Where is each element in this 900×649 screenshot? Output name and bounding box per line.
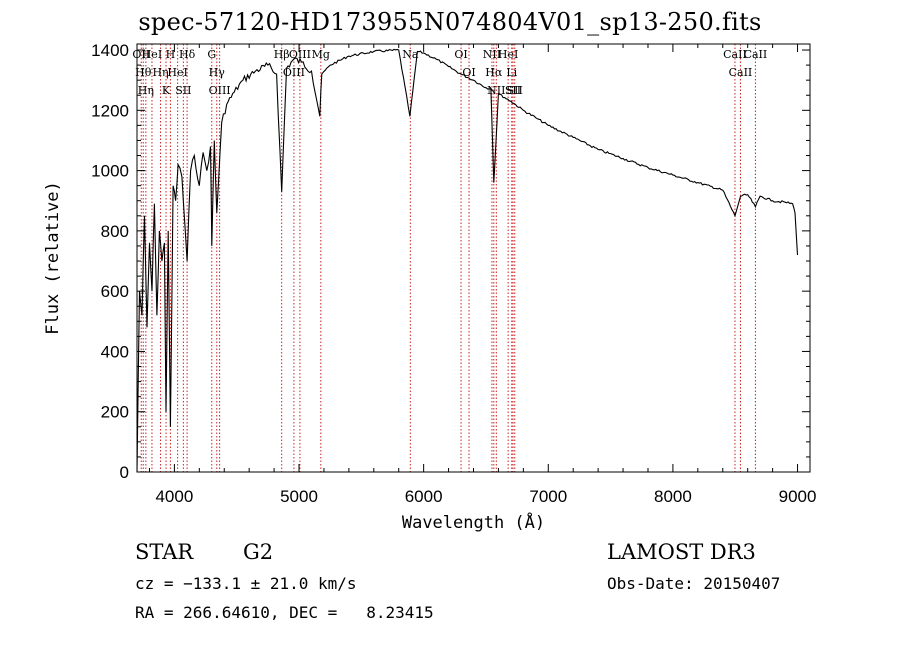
line-marker-label-27: CaII (723, 48, 747, 61)
coordinates: RA = 266.64610, DEC = 8.23415 (135, 603, 434, 622)
line-marker-label-18: OI (454, 48, 467, 61)
line-marker-label-17: Na (402, 48, 419, 61)
y-tick-label-4: 800 (101, 222, 129, 241)
line-marker-label-16: Mg (312, 48, 330, 61)
x-tick-label-5: 9000 (779, 487, 817, 506)
line-markers (140, 44, 756, 472)
y-tick-label-5: 1000 (91, 162, 129, 181)
line-marker-label-5: K (162, 84, 171, 97)
x-tick-label-1: 5000 (280, 487, 318, 506)
line-marker-label-2: Hη (138, 84, 154, 97)
chart-title: spec-57120-HD173955N074804V01_sp13-250.f… (138, 8, 762, 36)
spectrum-line (136, 48, 799, 473)
y-axis-label: Flux (relative) (43, 181, 63, 335)
plot-frame (136, 43, 811, 473)
line-marker-label-28: CaII (729, 66, 753, 79)
x-tick-label-0: 4000 (155, 487, 193, 506)
y-axis-ticks: 0 200 400 600 800 1000 1200 1400 (91, 41, 810, 482)
line-marker-label-22: NII (487, 84, 505, 97)
line-marker-label-25: SII (505, 84, 521, 97)
x-axis-ticks: 4000 5000 6000 7000 8000 9000 (148, 44, 817, 506)
x-tick-label-3: 7000 (529, 487, 567, 506)
y-tick-label-6: 1200 (91, 101, 129, 120)
y-tick-label-2: 400 (101, 342, 129, 361)
object-class: STAR (135, 540, 194, 564)
line-marker-label-8: SII (175, 84, 191, 97)
x-tick-label-4: 8000 (654, 487, 692, 506)
line-marker-label-7: HeI (167, 66, 187, 79)
line-marker-label-3: HeI (142, 48, 162, 61)
line-marker-label-24: Li (506, 66, 517, 79)
observation-date: Obs-Date: 20150407 (607, 574, 781, 593)
line-marker-label-26: SII (507, 84, 523, 97)
y-tick-label-7: 1400 (91, 41, 129, 60)
line-marker-label-10: G (207, 48, 216, 61)
line-marker-label-1: Hθ (135, 66, 152, 79)
line-marker-label-29: CaII (744, 48, 768, 61)
y-tick-label-0: 0 (120, 463, 129, 482)
line-marker-label-6: H (166, 48, 176, 61)
line-marker-label-15: OIII (289, 48, 311, 61)
line-marker-label-14: OIII (283, 66, 305, 79)
line-marker-label-12: OIII (209, 84, 231, 97)
line-marker-label-11: Hγ (209, 66, 226, 79)
line-marker-label-20: NII (483, 48, 501, 61)
line-marker-label-4: Hη (152, 66, 168, 79)
x-axis-label: Wavelength (Å) (402, 511, 545, 533)
object-subclass: G2 (243, 540, 274, 564)
line-marker-label-21: Hα (485, 66, 503, 79)
x-tick-label-2: 6000 (405, 487, 443, 506)
y-tick-label-3: 600 (101, 282, 129, 301)
line-marker-label-9: Hδ (179, 48, 196, 61)
line-marker-label-19: OI (462, 66, 475, 79)
y-tick-label-1: 200 (101, 403, 129, 422)
line-marker-label-13: Hβ (274, 48, 290, 61)
line-marker-label-23: HeI (498, 48, 518, 61)
redshift-velocity: cz = −133.1 ± 21.0 km/s (135, 574, 357, 593)
survey-name: LAMOST DR3 (607, 540, 756, 564)
